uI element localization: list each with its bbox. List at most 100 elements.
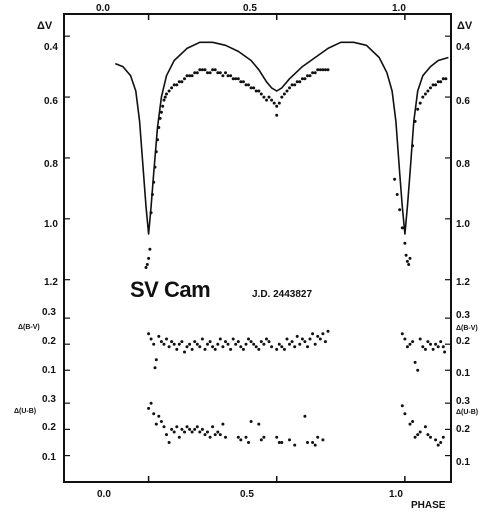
y-axis-label-left: ΔV: [37, 20, 53, 32]
bv-obs-point: [211, 345, 215, 349]
bv-obs-point: [429, 342, 432, 346]
bottom-x-tick-0: 0.0: [97, 489, 111, 500]
v-obs-point: [300, 77, 304, 81]
bv-obs-point: [152, 342, 156, 346]
v-obs-point: [157, 126, 161, 129]
v-obs-point: [444, 77, 448, 81]
v-tick-right-1: 0.6: [456, 96, 470, 107]
bv-obs-point: [321, 332, 325, 336]
v-obs-point: [405, 259, 409, 263]
v-obs-point: [416, 107, 420, 111]
ub-obs-point: [172, 430, 176, 434]
bv-obs-point: [316, 334, 320, 338]
ub-obs-point: [188, 427, 192, 431]
bv-obs-point: [159, 340, 163, 344]
bv-obs-point: [257, 347, 261, 351]
bv-obs-point: [247, 337, 250, 341]
bv-label-right: Δ(B-V): [456, 325, 478, 332]
v-obs-point: [408, 256, 412, 260]
bv-obs-point: [400, 332, 404, 336]
bv-obs-point: [318, 337, 322, 341]
bv-obs-point: [147, 332, 151, 336]
top-x-tick-0: 0.0: [96, 3, 110, 14]
bv-obs-point: [190, 347, 194, 351]
bv-obs-point: [282, 347, 286, 351]
bv-obs-point: [234, 342, 238, 346]
v-obs-point: [167, 89, 171, 93]
v-obs-point: [285, 89, 289, 93]
ub-tick-right-0: 0.3: [456, 396, 470, 407]
v-tick-left-0: 0.4: [44, 42, 58, 53]
ub-obs-point: [306, 441, 309, 444]
v-obs-point: [211, 68, 215, 72]
v-obs-point: [158, 116, 162, 120]
ub-obs-point: [157, 414, 161, 418]
bv-label-left: Δ(B-V): [18, 324, 40, 331]
v-obs-point: [413, 119, 417, 123]
ub-obs-point: [165, 433, 168, 437]
bv-obs-point: [226, 342, 230, 346]
ub-obs-point: [218, 433, 222, 437]
bv-obs-point: [439, 340, 443, 344]
bv-obs-point: [326, 329, 330, 333]
bv-obs-point: [293, 345, 297, 349]
v-obs-point: [200, 68, 204, 72]
ub-obs-point: [216, 430, 220, 434]
bv-obs-point: [183, 350, 186, 354]
v-obs-point: [257, 89, 261, 93]
v-tick-left-4: 1.2: [44, 277, 58, 288]
v-obs-point: [293, 83, 297, 87]
ub-obs-point: [400, 404, 404, 408]
v-obs-point: [170, 86, 174, 90]
v-obs-point: [218, 71, 222, 75]
ub-obs-point: [436, 443, 440, 447]
ub-label-left: Δ(U-B): [14, 408, 36, 415]
bv-obs-point: [311, 332, 315, 336]
ub-tick-left-0: 0.3: [42, 394, 56, 405]
ub-obs-point: [149, 401, 153, 405]
bv-obs-point: [265, 337, 268, 341]
bv-obs-point: [411, 340, 415, 344]
v-obs-point: [161, 104, 165, 108]
v-obs-point: [288, 86, 291, 90]
v-obs-point: [145, 263, 149, 266]
v-obs-point: [295, 80, 299, 84]
bv-obs-point: [288, 342, 291, 346]
ub-obs-point: [313, 443, 317, 447]
v-obs-point: [326, 68, 330, 72]
bv-obs-point: [298, 342, 302, 346]
v-obs-point: [323, 68, 327, 72]
bv-obs-point: [154, 358, 158, 362]
v-obs-point: [262, 95, 266, 99]
ub-obs-point: [195, 425, 199, 429]
v-obs-point: [241, 80, 245, 84]
ub-obs-point: [411, 420, 415, 423]
v-obs-point: [172, 83, 176, 87]
bv-obs-point: [153, 366, 157, 370]
ub-obs-point: [175, 425, 179, 429]
bv-obs-point: [185, 345, 189, 349]
v-obs-point: [148, 247, 152, 251]
bv-obs-point: [441, 345, 445, 349]
v-obs-point: [431, 83, 435, 87]
ub-obs-point: [280, 441, 284, 444]
bottom-x-tick-2: 1.0: [389, 489, 403, 500]
v-tick-right-4: 1.2: [456, 277, 470, 288]
bv-obs-point: [195, 342, 199, 346]
ub-obs-point: [249, 420, 253, 423]
bv-obs-point: [198, 345, 202, 349]
bv-obs-point: [270, 345, 274, 349]
bv-tick-left-1: 0.2: [42, 336, 56, 347]
bv-obs-point: [423, 347, 427, 351]
v-obs-point: [229, 74, 233, 78]
ub-obs-point: [185, 425, 189, 429]
bv-obs-point: [170, 340, 174, 344]
bv-obs-point: [262, 342, 266, 346]
ub-obs-point: [413, 435, 417, 439]
model-light-curve: [115, 41, 449, 235]
v-obs-point: [144, 266, 148, 269]
ub-obs-point: [236, 435, 240, 439]
ub-obs-point: [152, 412, 156, 416]
v-obs-point: [185, 74, 189, 78]
v-obs-point: [195, 71, 199, 75]
